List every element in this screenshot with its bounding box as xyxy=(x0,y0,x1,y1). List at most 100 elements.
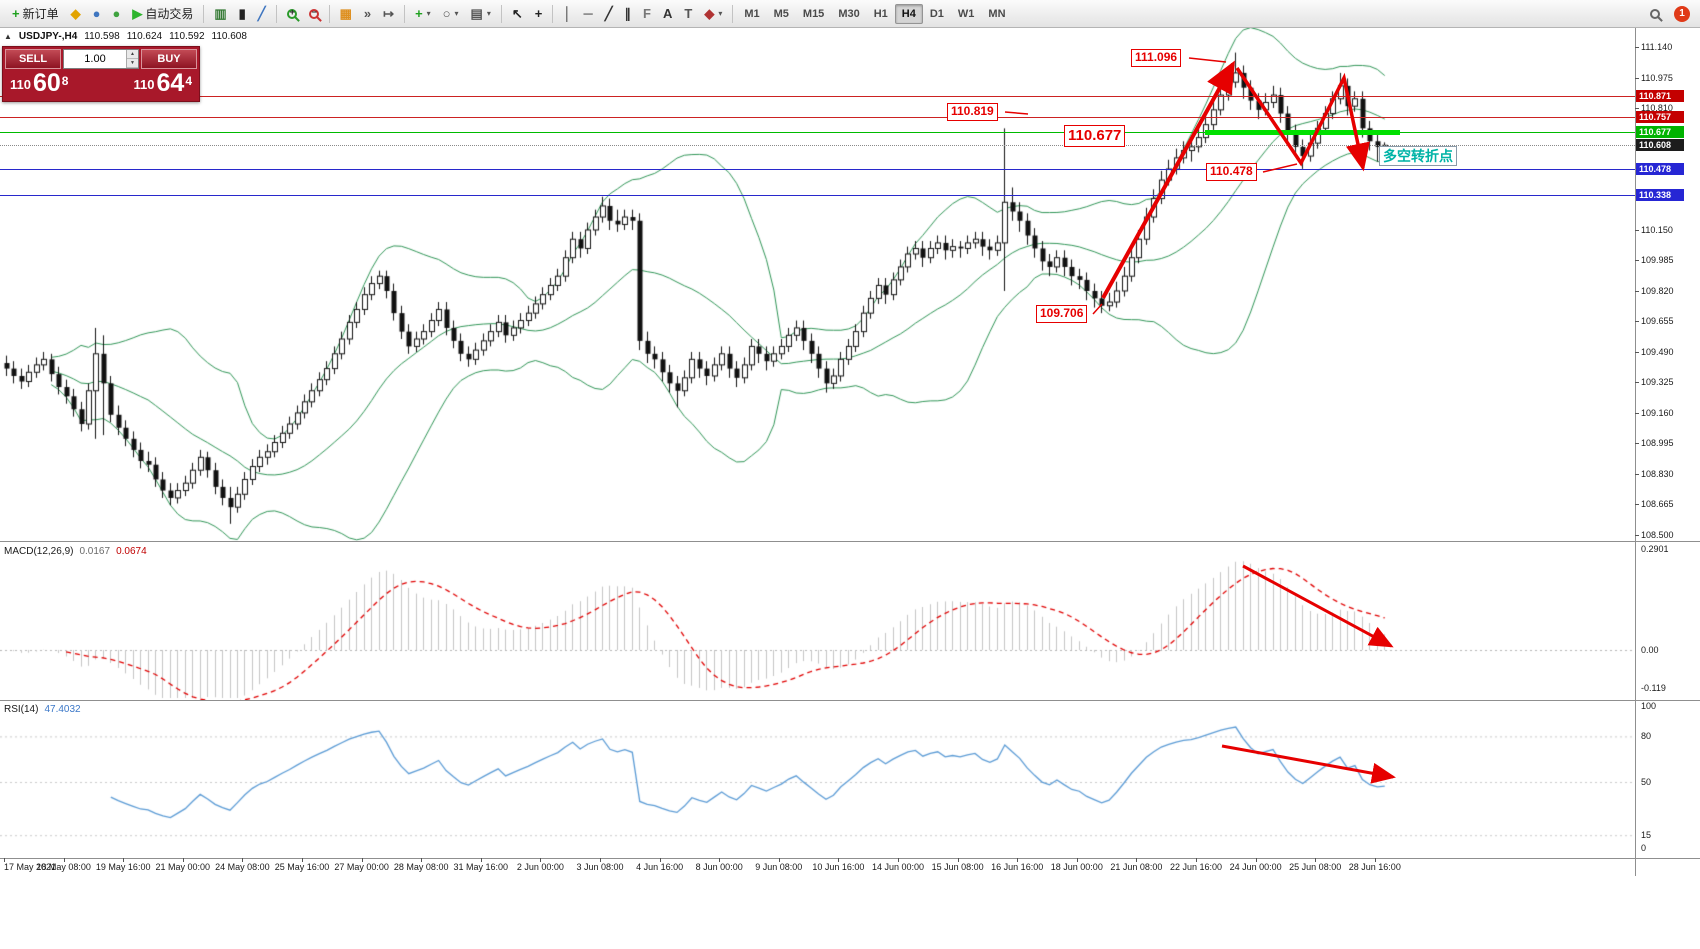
time-axis-tick xyxy=(898,858,899,862)
horizontal-line-110.757[interactable] xyxy=(0,117,1635,119)
price-chart-canvas[interactable] xyxy=(0,28,1635,541)
sell-button[interactable]: SELL xyxy=(5,49,61,69)
time-axis-tick xyxy=(719,858,721,862)
time-axis-tick xyxy=(1076,858,1078,862)
help-icon[interactable]: ● xyxy=(112,6,121,21)
price-axis-tick xyxy=(1635,260,1639,262)
buy-price[interactable]: 110 64 4 xyxy=(133,71,192,96)
text-icon[interactable]: A xyxy=(662,6,673,21)
price-tag-110.478: 110.478 xyxy=(1636,162,1684,175)
rsi-axis-label: 0 xyxy=(1641,843,1647,853)
bars-chart-icon[interactable]: ▥ xyxy=(214,6,227,21)
shapes-button[interactable]: ◆ ▾ xyxy=(704,6,723,21)
price-axis-tick xyxy=(1635,351,1639,353)
zoom-in-icon[interactable]: + xyxy=(281,3,303,25)
templates-button[interactable]: ▤ ▾ xyxy=(470,6,491,21)
timeframe-h4-button[interactable]: H4 xyxy=(894,3,923,24)
support-segment[interactable] xyxy=(1205,130,1400,136)
time-axis-label: 21 Jun 08:00 xyxy=(1110,862,1163,872)
volume-down-button[interactable]: ▼ xyxy=(127,59,138,68)
time-axis-tick xyxy=(182,858,184,862)
indicators-button[interactable]: + ▾ xyxy=(415,6,431,21)
horizontal-line-110.871[interactable] xyxy=(0,96,1635,98)
price-callout[interactable]: 110.819 xyxy=(947,103,998,121)
sell-price[interactable]: 110 60 8 xyxy=(10,71,68,96)
timeframe-d1-button[interactable]: D1 xyxy=(929,7,944,20)
chevron-down-icon: ▾ xyxy=(486,9,491,18)
volume-field[interactable]: 1.00 ▲ ▼ xyxy=(63,49,139,69)
toolbar-left-group: + 新订单 ◆ ● ● ▶ 自动交易 ▥ ▮ ╱ + − ▦» ↦ + ▾ ○ ▾ ▤ ▾ ↖ + │ ─ ╱ ∥ F A T ◆ ▾ M1 M… xyxy=(6,3,1644,25)
price-axis-tick xyxy=(1635,504,1639,506)
time-axis-label: 9 Jun 08:00 xyxy=(755,862,803,872)
one-click-expander[interactable]: ▲ xyxy=(4,32,12,41)
auto-scroll-icon[interactable]: » xyxy=(363,6,372,21)
horizontal-line-110.608[interactable] xyxy=(0,144,1635,146)
zoom-out-icon[interactable]: − xyxy=(303,3,325,25)
price-callout[interactable]: 109.706 xyxy=(1036,305,1088,323)
new-order-button-label: 新订单 xyxy=(22,7,59,21)
macd-indicator-canvas[interactable] xyxy=(0,542,1635,700)
autotrading-button[interactable]: ▶ 自动交易 xyxy=(132,6,194,21)
metaeditor-icon[interactable]: ◆ xyxy=(70,6,81,21)
toolbar-separator xyxy=(328,4,330,23)
fibonacci-icon[interactable]: F xyxy=(643,6,651,21)
price-axis-border xyxy=(1635,28,1636,876)
line-chart-icon[interactable]: ╱ xyxy=(257,6,266,21)
timeframe-m5-button[interactable]: M5 xyxy=(773,7,789,20)
time-axis-label: 8 Jun 00:00 xyxy=(695,862,743,872)
rsi-value: 47.4032 xyxy=(44,704,81,715)
community-icon[interactable]: ● xyxy=(92,6,101,21)
candlestick-chart-icon[interactable]: ▮ xyxy=(238,6,246,21)
chart-symbol-label: USDJPY-,H4 xyxy=(18,31,78,42)
horizontal-line-110.338[interactable] xyxy=(0,194,1635,196)
periods-button[interactable]: ○ ▾ xyxy=(442,6,459,21)
price-callout[interactable]: 111.096 xyxy=(1131,49,1182,67)
timeframe-m1-button[interactable]: M1 xyxy=(744,7,760,20)
autotrading-button-label: 自动交易 xyxy=(145,7,194,21)
price-axis-tick xyxy=(1635,382,1639,384)
channel-icon[interactable]: ∥ xyxy=(624,6,632,21)
crosshair-icon[interactable]: + xyxy=(534,6,543,21)
toolbar-separator xyxy=(500,4,502,23)
price-callout[interactable]: 110.478 xyxy=(1206,163,1257,181)
panel-separator[interactable] xyxy=(0,858,1700,859)
rsi-axis-label: 50 xyxy=(1641,777,1652,787)
buy-button[interactable]: BUY xyxy=(141,49,197,69)
rsi-indicator-canvas[interactable] xyxy=(0,701,1635,858)
tile-windows-icon[interactable]: ▦ xyxy=(339,6,352,21)
timeframe-h1-button[interactable]: H1 xyxy=(873,7,888,20)
horizontal-line-110.478[interactable] xyxy=(0,168,1635,170)
timeframe-mn-button[interactable]: MN xyxy=(988,7,1006,20)
horizontal-line-110.677[interactable] xyxy=(0,132,1635,134)
ohlc-low: 110.592 xyxy=(169,31,205,42)
time-axis-tick xyxy=(421,858,423,862)
price-callout[interactable]: 多空转折点 xyxy=(1379,146,1457,167)
timeframe-m30-button[interactable]: M30 xyxy=(838,7,860,20)
vertical-line-icon[interactable]: │ xyxy=(563,6,572,21)
chart-shift-icon[interactable]: ↦ xyxy=(383,6,395,21)
volume-value[interactable]: 1.00 xyxy=(84,53,106,65)
time-axis-label: 19 May 16:00 xyxy=(95,862,151,872)
price-callout[interactable]: 110.677 xyxy=(1064,125,1126,147)
trendline-icon[interactable]: ╱ xyxy=(604,6,613,21)
panel-separator[interactable] xyxy=(0,700,1700,701)
label-icon[interactable]: T xyxy=(684,6,693,21)
ohlc-high: 110.624 xyxy=(126,31,163,42)
volume-up-button[interactable]: ▲ xyxy=(127,50,138,59)
time-axis-tick xyxy=(957,858,959,862)
horizontal-line-icon[interactable]: ─ xyxy=(583,6,593,21)
panel-separator[interactable] xyxy=(0,541,1700,542)
price-tag-110.608: 110.608 xyxy=(1636,138,1684,151)
timeframe-m15-button[interactable]: M15 xyxy=(802,7,825,20)
search-icon[interactable] xyxy=(1644,3,1666,25)
notifications-badge[interactable]: 1 xyxy=(1674,5,1690,22)
new-order-button[interactable]: + 新订单 xyxy=(12,6,59,21)
price-axis-label: 108.830 xyxy=(1641,468,1674,479)
macd-axis-label: -0.119 xyxy=(1641,683,1666,693)
rsi-axis-label: 80 xyxy=(1641,731,1652,742)
time-axis-label: 15 Jun 08:00 xyxy=(931,862,984,872)
price-axis-tick xyxy=(1635,290,1639,292)
timeframe-w1-button[interactable]: W1 xyxy=(957,7,975,20)
buy-price-base: 110 xyxy=(133,77,155,92)
cursor-icon[interactable]: ↖ xyxy=(511,6,523,21)
